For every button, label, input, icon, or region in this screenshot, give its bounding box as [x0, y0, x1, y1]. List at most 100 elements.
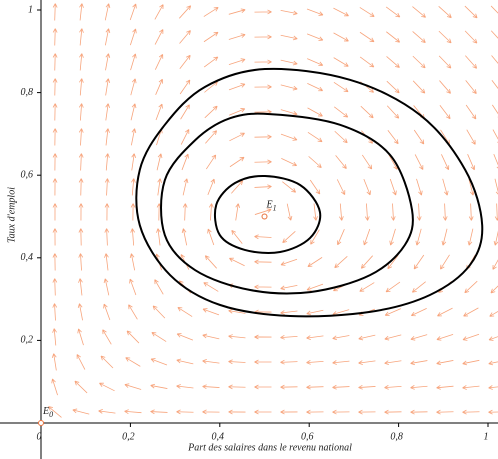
vector-arrow — [154, 54, 164, 70]
vector-arrow — [363, 178, 371, 196]
vector-arrow — [208, 203, 214, 221]
vector-arrow — [229, 156, 245, 168]
vector-arrow — [180, 104, 190, 120]
vector-arrow — [79, 28, 84, 46]
vector-arrow — [203, 282, 219, 292]
orbit — [213, 175, 322, 254]
vector-arrow — [52, 328, 57, 346]
vector-arrow — [105, 78, 111, 96]
vector-arrow — [286, 203, 293, 221]
vector-arrow — [364, 203, 370, 221]
vector-arrow — [488, 385, 498, 390]
vector-arrow — [359, 282, 375, 292]
vector-arrow — [358, 360, 376, 365]
vector-arrow — [151, 332, 167, 342]
vector-arrow — [254, 384, 272, 390]
vector-arrow — [254, 184, 272, 190]
vector-arrow — [254, 284, 272, 290]
vector-arrow — [204, 105, 218, 119]
vector-arrow — [441, 154, 450, 171]
vector-arrow — [202, 359, 220, 364]
vector-arrow — [280, 9, 298, 16]
vector-arrow — [359, 56, 375, 68]
vector-arrow — [384, 334, 402, 341]
vector-arrow — [306, 409, 324, 415]
vector-arrow — [465, 55, 478, 69]
vector-arrow — [52, 153, 58, 171]
vector-arrow — [467, 228, 474, 246]
vector-arrow — [52, 103, 58, 121]
vector-arrow — [254, 234, 272, 240]
vector-arrow — [181, 153, 189, 171]
x-tick-label: 0,2 — [122, 431, 135, 442]
orbit — [160, 112, 414, 295]
vector-arrow — [414, 154, 424, 170]
vector-arrow — [439, 80, 451, 94]
vector-arrow — [52, 253, 58, 271]
vector-arrow — [307, 257, 323, 268]
vector-arrow — [306, 309, 324, 316]
vector-arrow — [280, 84, 298, 91]
vector-arrow — [334, 130, 348, 144]
vector-arrow — [466, 129, 476, 145]
vector-arrow — [358, 384, 376, 390]
vector-arrow — [412, 55, 426, 69]
vector-arrow — [105, 128, 110, 146]
vector-arrow — [363, 228, 371, 246]
vector-arrow — [157, 178, 162, 196]
y-tick-label: 0,2 — [21, 335, 34, 346]
vector-arrow — [203, 31, 219, 43]
vector-arrow — [333, 32, 349, 42]
vector-arrow — [104, 253, 109, 271]
vector-arrow — [78, 253, 84, 271]
vector-arrow — [181, 228, 188, 246]
vector-arrow — [104, 28, 111, 46]
vector-arrow — [130, 53, 137, 71]
vector-arrow — [150, 383, 168, 389]
vector-arrow — [280, 409, 298, 415]
vector-arrow — [360, 255, 373, 269]
vector-arrow — [307, 107, 323, 117]
vector-arrow — [129, 278, 137, 296]
vector-arrow — [332, 360, 350, 365]
vector-arrow — [335, 155, 347, 169]
vector-arrow — [359, 7, 375, 17]
y-tick-label: 0,6 — [21, 169, 34, 180]
vector-arrow — [79, 78, 84, 96]
vector-arrow — [103, 303, 111, 321]
vector-arrow — [228, 83, 246, 91]
vector-arrow — [104, 228, 110, 246]
vector-arrow — [131, 153, 137, 171]
equilibrium-point — [38, 420, 44, 426]
vector-arrow — [182, 203, 188, 221]
vector-arrow — [176, 333, 194, 341]
vector-arrow — [339, 203, 344, 221]
vector-arrow — [358, 409, 376, 415]
vector-arrow — [131, 178, 136, 196]
vector-arrow — [228, 359, 246, 365]
vector-arrow — [99, 382, 115, 392]
vector-arrow — [129, 253, 136, 271]
vector-arrow — [488, 336, 498, 341]
vector-arrow — [155, 103, 163, 121]
vector-arrow — [229, 257, 245, 267]
vector-arrow — [51, 378, 58, 396]
vector-arrow — [442, 203, 448, 221]
vector-arrow — [231, 180, 244, 194]
vector-arrow — [280, 310, 298, 315]
vector-arrow — [492, 129, 498, 143]
vector-arrow — [387, 129, 399, 145]
vector-arrow — [78, 228, 84, 246]
vector-arrow — [104, 3, 111, 21]
vector-arrow — [130, 228, 135, 246]
vector-arrow — [390, 203, 396, 221]
vector-arrow — [280, 59, 298, 66]
vector-arrow — [384, 308, 401, 316]
vector-arrow — [307, 131, 323, 143]
vector-arrow — [52, 303, 58, 321]
vector-arrow — [254, 259, 272, 265]
vector-arrow — [437, 307, 453, 317]
vector-arrow — [438, 6, 452, 19]
vector-arrow — [130, 203, 136, 221]
vector-arrow — [438, 30, 452, 44]
